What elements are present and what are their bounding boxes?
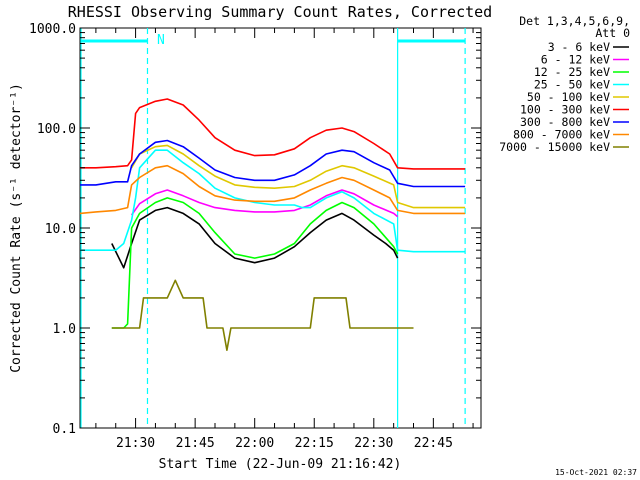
chart-title: RHESSI Observing Summary Count Rates, Co… (68, 3, 492, 21)
x-tick-label: 21:45 (176, 436, 215, 451)
series-line-8 (111, 279, 414, 351)
legend-label: 25 - 50 keV (534, 78, 610, 92)
plot-frame (79, 27, 482, 429)
series-line-7 (79, 164, 466, 215)
legend-label: 300 - 800 keV (520, 115, 610, 129)
x-tick-label: 22:30 (354, 436, 393, 451)
legend-header-line-1: Det 1,3,4,5,6,9, (519, 14, 630, 28)
series-line-1 (130, 189, 399, 218)
legend-label: 800 - 7000 keV (513, 128, 610, 142)
y-axis-label: Corrected Count Rate (s⁻¹ detector⁻¹) (9, 83, 24, 373)
x-axis-ticks: 21:30 21:45 22:00 22:15 22:30 22:45 (95, 28, 474, 451)
series-line-4 (130, 144, 466, 209)
legend-label: 3 - 6 keV (548, 40, 610, 54)
x-tick-label: 22:45 (414, 436, 453, 451)
series-lines (79, 98, 466, 351)
y-tick-label: 1.0 (53, 322, 76, 337)
x-tick-label: 22:00 (235, 436, 274, 451)
legend-label: 100 - 300 keV (520, 103, 610, 117)
legend-label: 7000 - 15000 keV (499, 140, 610, 154)
series-line-2 (111, 197, 399, 329)
legend-label: 6 - 12 keV (541, 53, 610, 67)
y-tick-label: 100.0 (37, 122, 76, 137)
series-line-6 (80, 139, 466, 188)
legend-label: 50 - 100 keV (527, 90, 610, 104)
series-line-0 (111, 206, 399, 269)
series-line-3 (80, 149, 466, 253)
x-axis-label: Start Time (22-Jun-09 21:16:42) (159, 457, 402, 472)
x-tick-label: 21:30 (116, 436, 155, 451)
timestamp: 15-Oct-2021 02:37 (555, 468, 637, 477)
y-axis-ticks: 0.1 1.0 10.0 100.0 1000.0 (29, 22, 481, 437)
flag-label: N (157, 33, 165, 48)
legend-header-line-2: Att 0 (595, 26, 630, 40)
x-tick-label: 22:15 (295, 436, 334, 451)
y-tick-label: 10.0 (45, 222, 76, 237)
marker-lines (80, 28, 466, 428)
y-tick-label: 0.1 (53, 422, 76, 437)
series-line-5 (80, 98, 466, 170)
y-tick-label: 1000.0 (29, 22, 76, 37)
legend-label: 12 - 25 keV (534, 65, 610, 79)
